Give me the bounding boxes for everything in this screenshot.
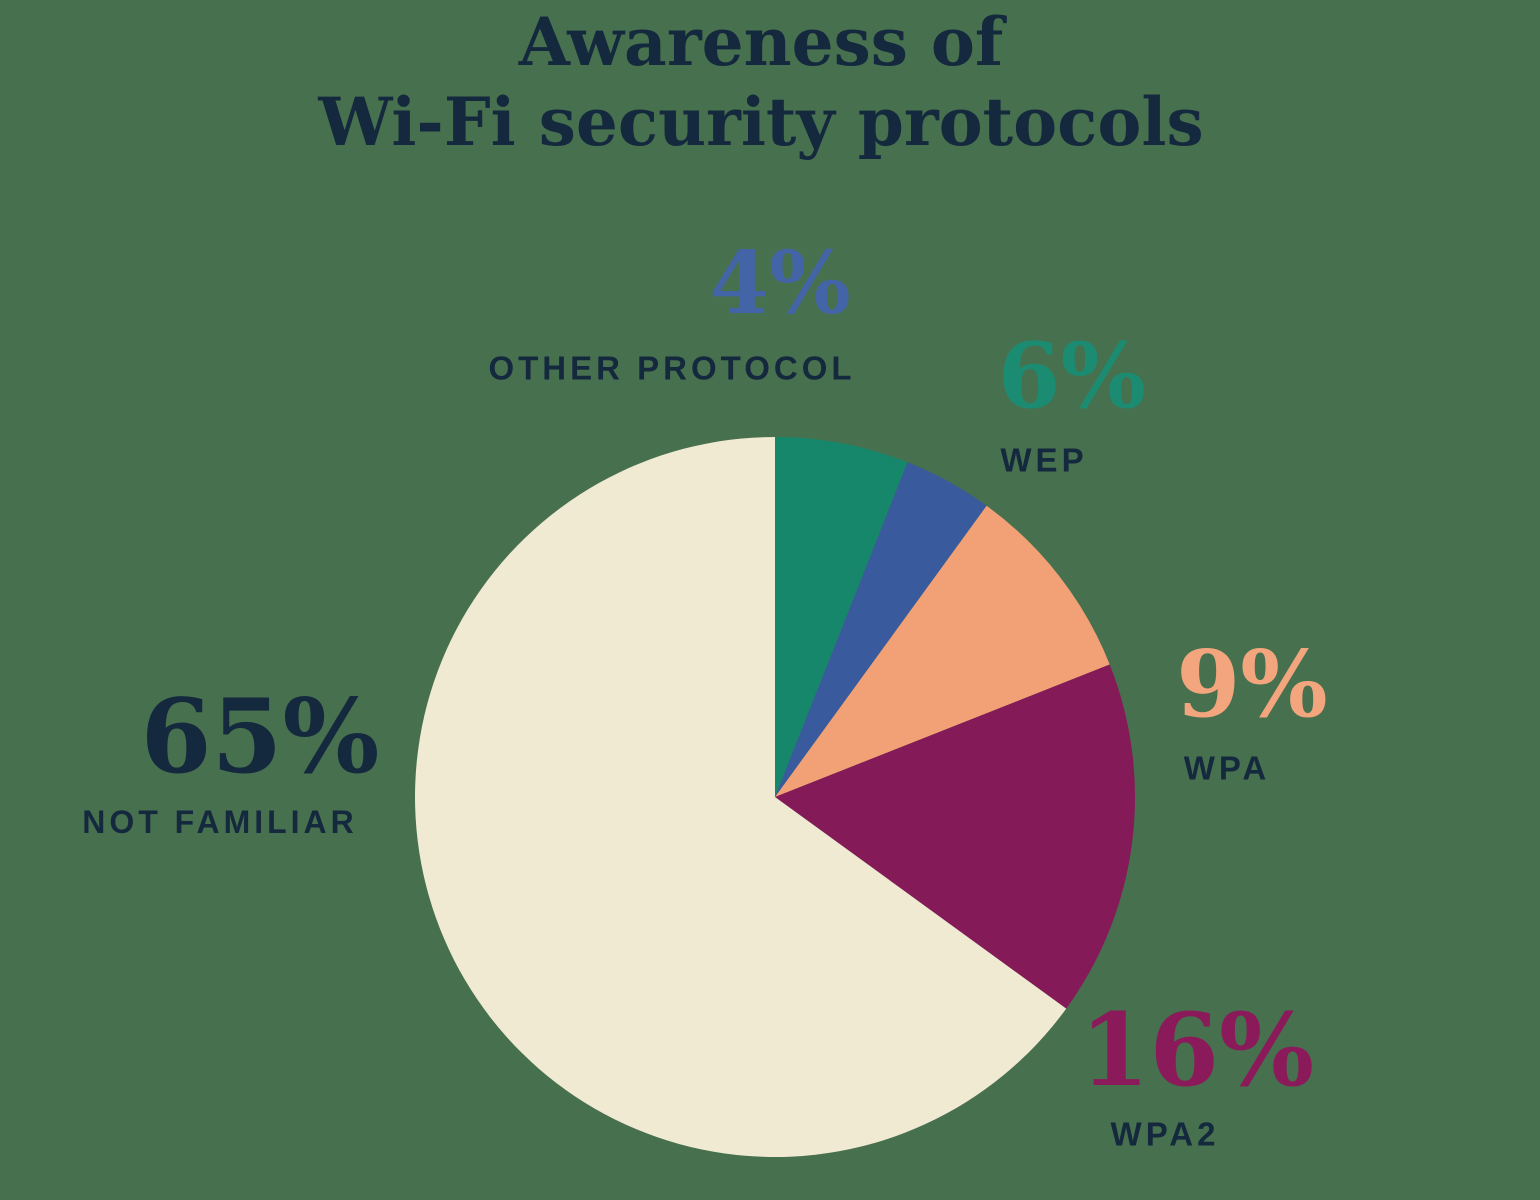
pie-slice-wpa [775,505,1110,797]
category-label-wep: WEP [1000,441,1088,479]
chart-title-line2: Wi-Fi security protocols [318,83,1204,161]
category-label-not-familiar: NOT FAMILIAR [82,804,358,840]
percent-value-wep: 6% [997,323,1147,429]
percent-value-not-familiar: 65% [140,677,380,797]
percent-value-wpa: 9% [1176,630,1328,738]
chart-title: Awareness of Wi-Fi security protocols [318,2,1203,162]
category-label-wpa2: WPA2 [1110,1115,1220,1153]
pie-slice-other-protocol [775,462,987,797]
chart-title-line1: Awareness of [518,3,1004,81]
pie-slice-not-familiar [415,436,1067,1157]
category-label-other-protocol: OTHER PROTOCOL [488,349,856,387]
percent-value-other-protocol: 4% [709,233,851,334]
pie-slice-wep [775,437,908,797]
percent-value-wpa2: 16% [1079,991,1315,1109]
category-label-wpa: WPA [1183,749,1271,787]
pie-slice-wpa2 [775,664,1135,1009]
